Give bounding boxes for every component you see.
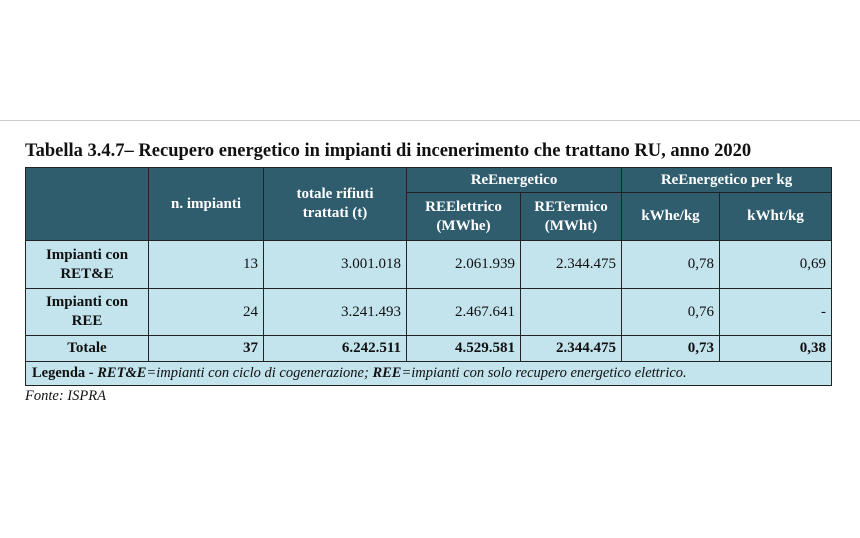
table-cell: 0,78	[621, 240, 721, 289]
table-cell: 2.061.939	[406, 240, 521, 289]
header-cell: RETermico (MWht)	[519, 192, 623, 241]
legend-text: =impianti con solo recupero energetico e…	[401, 365, 687, 381]
legend-text: =impianti con ciclo di cogenerazione;	[146, 365, 373, 381]
table-cell: 0,69	[719, 240, 833, 289]
table-cell: 37	[148, 335, 264, 362]
table-cell: 6.242.511	[263, 335, 407, 362]
table-cell: 2.467.641	[406, 288, 521, 336]
header-cell: kWhe/kg	[621, 192, 721, 241]
table-row: Totale 37 6.242.511 4.529.581 2.344.475 0,73 0…	[25, 335, 833, 362]
header-cell: kWht/kg	[719, 192, 833, 241]
table-cell: 3.241.493	[263, 288, 407, 336]
legend-label: Legenda -	[32, 365, 98, 381]
source-note: Fonte: ISPRA	[25, 388, 106, 404]
row-header: Totale	[25, 335, 149, 362]
table-cell: 13	[148, 240, 264, 289]
header-group: ReEnergetico	[405, 167, 623, 193]
separator-line	[0, 120, 860, 121]
table-title: Tabella 3.4.7– Recupero energetico in im…	[25, 141, 752, 161]
header-cell: REElettrico (MWhe)	[406, 192, 521, 241]
table-cell: 4.529.581	[406, 335, 521, 362]
header-cell: n. impianti	[148, 167, 264, 241]
row-header: Impianti con REE	[25, 288, 149, 336]
table-row: Impianti con RET&E 13 3.001.018 2.061.939 2.…	[25, 240, 833, 289]
row-header: Impianti con RET&E	[25, 240, 149, 289]
legend-row: Legenda - RET&E=impianti con ciclo di co…	[24, 361, 833, 386]
table-cell: -	[719, 288, 833, 336]
header-group: ReEnergetico per kg	[621, 167, 833, 193]
legend-key: REE	[372, 365, 402, 381]
table-cell	[519, 288, 623, 336]
table-cell: 3.001.018	[263, 240, 407, 289]
header-cell	[25, 167, 149, 241]
legend-cell: Legenda - RET&E=impianti con ciclo di co…	[24, 361, 833, 386]
table-cell: 2.344.475	[519, 335, 623, 362]
header-cell: totale rifiuti trattati (t)	[263, 167, 407, 241]
data-table: n. impianti totale rifiuti trattati (t) …	[24, 167, 833, 386]
table-cell: 24	[148, 288, 264, 336]
header-row: n. impianti totale rifiuti trattati (t) …	[25, 167, 833, 241]
table-row: Impianti con REE 24 3.241.493 2.467.641 0,76…	[25, 288, 833, 336]
table-cell: 0,76	[621, 288, 721, 336]
table-cell: 2.344.475	[519, 240, 623, 289]
table-cell: 0,38	[719, 335, 833, 362]
legend-key: RET&E	[97, 365, 147, 381]
table-cell: 0,73	[621, 335, 721, 362]
header-row: REElettrico (MWhe) RETermico (MWht) kWhe…	[26, 192, 833, 241]
table-body: Impianti con RET&E 13 3.001.018 2.061.939 2.…	[25, 240, 833, 362]
